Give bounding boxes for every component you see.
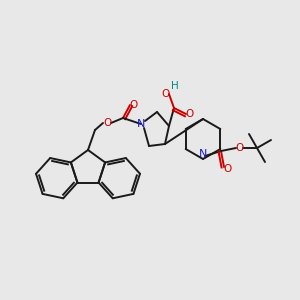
Text: O: O bbox=[235, 143, 243, 153]
Text: N: N bbox=[137, 119, 145, 129]
Text: O: O bbox=[161, 89, 169, 99]
Text: N: N bbox=[199, 149, 207, 159]
Text: O: O bbox=[103, 118, 111, 128]
Text: O: O bbox=[224, 164, 232, 174]
Text: H: H bbox=[171, 81, 179, 91]
Text: O: O bbox=[186, 109, 194, 119]
Text: O: O bbox=[130, 100, 138, 110]
